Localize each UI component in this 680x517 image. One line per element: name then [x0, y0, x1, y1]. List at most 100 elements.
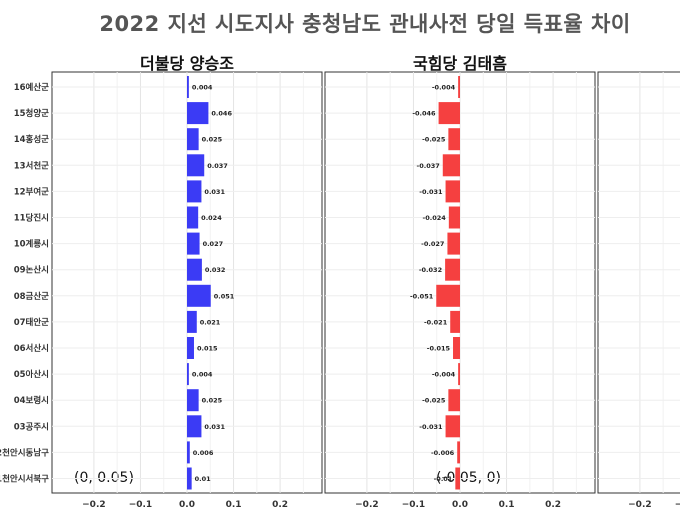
value-label-2-2: -0.046 [412, 110, 436, 118]
bar-1-13 [187, 389, 199, 412]
y-tick-label-9: 08금산군 [14, 291, 49, 302]
value-label-2-5: -0.031 [419, 188, 443, 196]
bar-2-10 [450, 310, 460, 333]
x-tick-label-1-5: 0.2 [272, 500, 288, 510]
value-label-1-12: 0.004 [192, 371, 213, 379]
value-label-1-15: 0.006 [193, 449, 214, 457]
value-label-2-16: -0.01 [434, 475, 453, 483]
bar-2-9 [436, 284, 460, 307]
value-label-2-1: -0.004 [432, 84, 456, 92]
bar-1-12 [187, 363, 189, 386]
value-label-1-10: 0.021 [200, 318, 221, 326]
bar-2-13 [448, 389, 460, 412]
x-tick-label-2-1: −0.2 [355, 500, 378, 510]
x-tick-label-2-3: 0.0 [452, 500, 468, 510]
value-label-1-7: 0.027 [203, 240, 224, 248]
y-tick-label-16: 01천안시서북구 [0, 474, 49, 485]
bar-2-3 [448, 128, 460, 151]
value-label-1-5: 0.031 [204, 188, 225, 196]
x-tick-label-1-3: 0.0 [179, 500, 195, 510]
y-tick-label-6: 11당진시 [14, 213, 49, 224]
y-tick-label-4: 13서천군 [14, 160, 49, 171]
value-label-1-8: 0.032 [205, 266, 226, 274]
value-label-1-11: 0.015 [197, 345, 218, 353]
value-label-2-13: -0.025 [422, 397, 446, 405]
value-label-1-14: 0.031 [204, 423, 225, 431]
x-tick-label-1-4: 0.1 [226, 500, 242, 510]
bar-2-11 [453, 337, 460, 359]
y-tick-label-13: 04보령시 [14, 395, 49, 406]
gridlines [52, 72, 680, 493]
value-label-1-16: 0.01 [195, 475, 212, 483]
bar-2-5 [445, 180, 460, 203]
y-tick-label-11: 06서산시 [14, 343, 49, 354]
bar-2-14 [445, 415, 460, 438]
value-label-2-10: -0.021 [424, 318, 448, 326]
bar-2-6 [448, 206, 460, 229]
y-tick-label-15: 02천안시동남구 [0, 447, 49, 458]
y-tick-label-12: 05아산시 [14, 369, 49, 380]
panel-1-title: 더불당 양승조 [140, 54, 234, 73]
value-label-2-15: -0.006 [431, 449, 455, 457]
bar-2-16 [455, 467, 460, 490]
bar-1-4 [187, 154, 205, 177]
y-tick-label-1: 16예산군 [14, 82, 49, 93]
bar-2-2 [438, 102, 460, 125]
value-label-1-3: 0.025 [202, 136, 223, 144]
x-tick-label-2-5: 0.2 [545, 500, 561, 510]
bar-1-5 [187, 180, 202, 203]
value-label-2-3: -0.025 [422, 136, 446, 144]
y-tick-label-10: 07태안군 [14, 317, 49, 328]
bar-1-7 [187, 232, 200, 255]
x-tick-label-3-2: −0.1 [675, 500, 680, 510]
panel-frames [51, 71, 680, 494]
y-tick-label-2: 15청양군 [14, 108, 49, 119]
bar-2-8 [445, 258, 460, 281]
x-tick-label-1-1: −0.2 [82, 500, 105, 510]
bar-2-15 [457, 441, 460, 464]
value-label-2-4: -0.037 [417, 162, 440, 170]
value-label-1-2: 0.046 [211, 110, 232, 118]
bar-1-6 [187, 206, 199, 229]
labels: −0.2 −0.1 0.0 0.1 0.2 0.004 0.046 0.025 0.037 0.0… [0, 82, 680, 510]
value-label-2-9: -0.051 [410, 292, 434, 300]
chart-title: 2022 지선 시도지사 충청남도 관내사전 당일 득표율 차이 [99, 12, 631, 36]
x-tick-label-1-2: −0.1 [129, 500, 152, 510]
bar-1-11 [187, 337, 194, 359]
bar-1-1 [187, 76, 189, 98]
x-tick-label-3-1: −0.2 [628, 500, 651, 510]
bar-2-12 [458, 363, 460, 386]
y-tick-label-7: 10계룡시 [14, 239, 49, 250]
value-label-2-14: -0.031 [419, 423, 443, 431]
y-tick-label-5: 12부여군 [14, 186, 49, 197]
value-label-1-13: 0.025 [202, 397, 223, 405]
bar-1-9 [187, 284, 211, 307]
value-label-1-4: 0.037 [207, 162, 228, 170]
bar-1-3 [187, 128, 199, 151]
bar-1-10 [187, 310, 197, 333]
value-label-2-11: -0.015 [427, 345, 451, 353]
value-label-2-8: -0.032 [419, 266, 442, 274]
bar-1-15 [187, 441, 190, 464]
panel-frame-3 [597, 71, 680, 494]
bar-2-4 [442, 154, 460, 177]
value-label-2-12: -0.004 [432, 371, 456, 379]
x-tick-label-2-2: −0.1 [402, 500, 425, 510]
y-tick-label-8: 09논산시 [14, 265, 49, 276]
value-label-1-6: 0.024 [201, 214, 222, 222]
y-tick-label-3: 14홍성군 [14, 134, 49, 145]
y-tick-label-14: 03공주시 [14, 422, 49, 432]
bar-1-14 [187, 415, 202, 438]
value-label-1-1: 0.004 [192, 84, 213, 92]
bar-2-1 [458, 76, 460, 98]
bar-1-2 [187, 102, 209, 125]
bar-1-16 [187, 467, 192, 490]
bar-1-8 [187, 258, 202, 281]
bars [187, 76, 460, 490]
value-label-1-9: 0.051 [214, 292, 235, 300]
value-label-2-6: -0.024 [423, 214, 447, 222]
bar-2-7 [447, 232, 460, 255]
x-tick-label-2-4: 0.1 [499, 500, 515, 510]
panel-2-title: 국힘당 김태흠 [413, 54, 507, 73]
